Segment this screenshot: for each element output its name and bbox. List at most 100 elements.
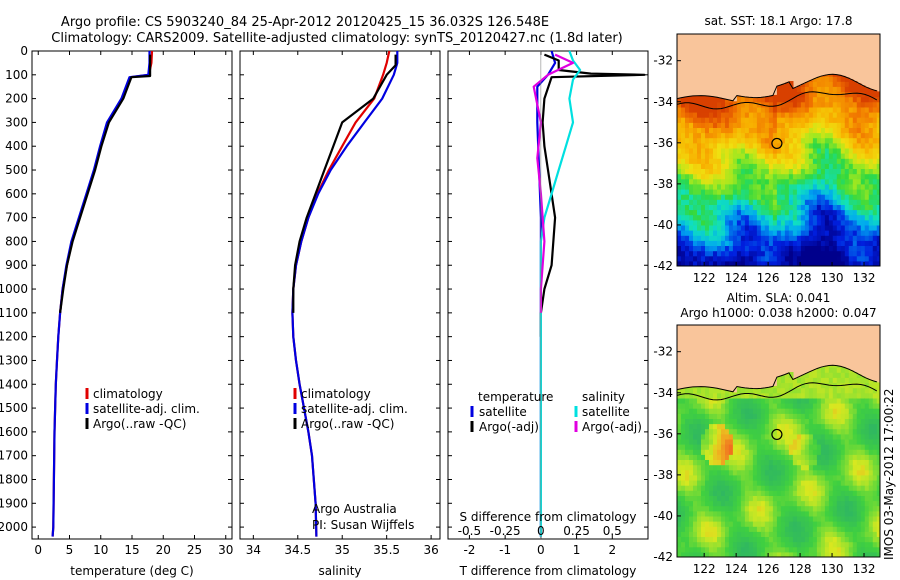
map-cell: [856, 96, 862, 103]
map-cell: [800, 531, 806, 537]
map-cell: [804, 551, 810, 557]
map-cell: [856, 91, 862, 98]
map-cell: [844, 189, 850, 195]
map-cell: [844, 546, 850, 553]
map-cell: [792, 127, 798, 134]
map-cell: [772, 449, 778, 455]
map-cell: [800, 153, 806, 159]
map-cell: [856, 413, 862, 419]
map-cell: [856, 158, 862, 164]
map-cell: [856, 250, 862, 257]
map-cell: [852, 255, 858, 262]
argo-location-marker: [771, 428, 783, 441]
map-cell: [824, 204, 830, 211]
map-cell: [796, 418, 802, 425]
map-cell: [693, 235, 698, 241]
map-cell: [784, 521, 790, 527]
map-cell: [788, 438, 794, 445]
map-cell: [709, 459, 714, 466]
map-cell: [760, 408, 766, 414]
x-tick-label: 126: [757, 562, 780, 576]
map-cell: [752, 536, 758, 543]
map-cell: [860, 449, 866, 455]
map-cell: [725, 142, 730, 149]
map-cell: [848, 418, 854, 425]
map-cell: [876, 454, 880, 460]
map-cell: [848, 464, 854, 471]
map-cell: [812, 485, 818, 491]
map-cell: [856, 83, 862, 87]
map-cell: [804, 163, 810, 169]
map-cell: [828, 255, 834, 262]
map-cell: [824, 81, 830, 87]
map-cell: [776, 127, 782, 134]
map-cell: [852, 147, 858, 154]
map-cell: [848, 490, 854, 496]
map-cell: [693, 397, 698, 404]
map-cell: [764, 469, 770, 476]
map-cell: [872, 122, 878, 128]
map-cell: [721, 469, 726, 476]
map-cell: [840, 546, 846, 553]
map-cell: [816, 76, 822, 82]
map-cell: [740, 541, 746, 548]
map-cell: [796, 235, 802, 241]
map-cell: [792, 87, 798, 93]
map-cell: [824, 224, 830, 231]
map-cell: [872, 526, 878, 532]
map-cell: [792, 449, 798, 455]
map-cell: [800, 117, 806, 123]
map-cell: [701, 423, 706, 430]
map-cell: [772, 230, 778, 236]
map-cell: [860, 536, 866, 543]
map-cell: [800, 86, 806, 93]
map-cell: [776, 96, 782, 103]
map-cell: [840, 377, 846, 384]
map-cell: [776, 480, 782, 486]
map-cell: [725, 178, 730, 185]
map-cell: [844, 438, 850, 445]
map-cell: [728, 546, 734, 553]
map-cell: [760, 255, 766, 262]
map-cell: [697, 449, 702, 455]
map-cell: [697, 413, 702, 419]
map-cell: [796, 255, 802, 262]
map-cell: [868, 500, 874, 507]
map-cell: [768, 142, 774, 149]
map-cell: [868, 250, 874, 257]
map-cell: [840, 469, 846, 476]
map-cell: [808, 209, 814, 216]
map-cell: [828, 500, 834, 507]
map-cell: [689, 240, 694, 246]
map-cell: [788, 480, 794, 486]
map-cell: [860, 153, 866, 159]
map-cell: [740, 240, 746, 246]
map-cell: [721, 230, 726, 236]
map-cell: [840, 367, 846, 373]
map-cell: [860, 454, 866, 460]
map-cell: [852, 469, 858, 476]
map-cell: [780, 551, 786, 557]
map-cell: [812, 541, 818, 548]
map-cell: [792, 183, 798, 190]
map-cell: [784, 117, 790, 123]
map-cell: [693, 418, 698, 425]
map-cell: [752, 459, 758, 466]
map-cell: [764, 474, 770, 481]
map-cell: [876, 96, 880, 103]
map-cell: [713, 194, 718, 200]
map-cell: [844, 433, 850, 440]
map-cell: [808, 81, 814, 87]
map-cell: [784, 474, 790, 481]
map-cell: [764, 485, 770, 491]
map-cell: [816, 418, 822, 425]
map-cell: [876, 240, 880, 246]
map-cell: [848, 142, 854, 149]
map-cell: [840, 480, 846, 486]
map-cell: [876, 219, 880, 226]
map-cell: [764, 444, 770, 450]
map-cell: [681, 397, 686, 404]
map-cell: [728, 490, 734, 496]
map-cell: [836, 428, 842, 435]
map-cell: [792, 112, 798, 118]
